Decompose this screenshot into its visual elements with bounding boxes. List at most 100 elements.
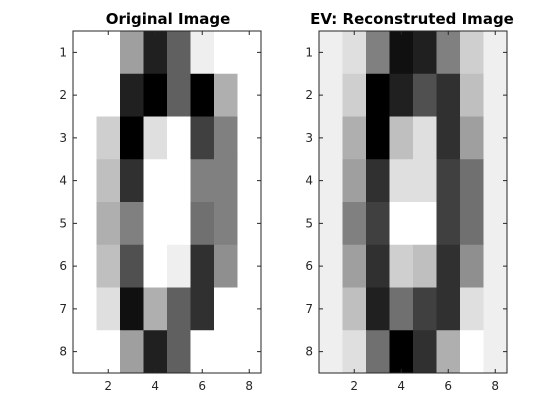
original-pixel-r5-c5 [167,202,191,246]
original-pixel-r5-c1 [73,202,97,246]
reconstructed-pixel-r6-c6 [436,244,461,288]
reconstructed-y-tick-label-7: 7 [305,302,313,316]
original-pixel-r2-c7 [214,73,238,117]
original-pixel-r6-c8 [237,244,262,288]
reconstructed-pixel-r6-c4 [389,244,414,288]
original-pixel-r1-c2 [96,31,121,75]
original-pixel-r1-c3 [120,31,144,75]
reconstructed-y-tick-label-2: 2 [305,88,313,102]
original-pixel-r8-c4 [143,330,168,374]
reconstructed-pixel-r4-c3 [366,159,390,203]
reconstructed-image-panel: EV: Reconstruted Image 2 4 6 8 1 2 3 4 5 6 7 8 [305,10,514,393]
original-pixel-r4-c2 [96,159,121,203]
original-pixel-r4-c1 [73,159,97,203]
original-pixel-r8-c8 [237,330,262,374]
original-pixel-r3-c6 [190,116,215,160]
reconstructed-pixel-r4-c4 [389,159,414,203]
original-x-tick-label-6: 6 [198,379,206,393]
reconstructed-x-tick-label-8: 8 [491,379,499,393]
original-y-tick-label-7: 7 [59,302,67,316]
reconstructed-pixel-r4-c1 [319,159,343,203]
original-pixel-r4-c7 [214,159,238,203]
original-pixel-r1-c7 [214,31,238,75]
reconstructed-pixel-r3-c7 [460,116,484,160]
original-pixel-r8-c3 [120,330,144,374]
reconstructed-pixel-r1-c6 [436,31,461,75]
original-x-tick-label-2: 2 [104,379,112,393]
original-pixel-r3-c2 [96,116,121,160]
reconstructed-pixel-r4-c5 [413,159,437,203]
reconstructed-pixel-r1-c5 [413,31,437,75]
original-pixel-r4-c6 [190,159,215,203]
original-pixel-r3-c5 [167,116,191,160]
reconstructed-pixel-r2-c7 [460,73,484,117]
original-pixel-r5-c7 [214,202,238,246]
reconstructed-pixel-r1-c7 [460,31,484,75]
original-pixel-r8-c7 [214,330,238,374]
original-pixel-r5-c2 [96,202,121,246]
reconstructed-pixel-r3-c8 [483,116,508,160]
reconstructed-pixel-r3-c2 [342,116,367,160]
original-y-tick-label-8: 8 [59,345,67,359]
original-pixel-r4-c5 [167,159,191,203]
original-image-axes-box [72,30,262,374]
reconstructed-pixel-r3-c6 [436,116,461,160]
reconstructed-pixel-r8-c1 [319,330,343,374]
original-image-title: Original Image [106,10,231,28]
reconstructed-y-tick-label-8: 8 [305,345,313,359]
original-pixel-r3-c1 [73,116,97,160]
original-pixel-r4-c8 [237,159,262,203]
original-pixel-r5-c6 [190,202,215,246]
reconstructed-pixel-r1-c1 [319,31,343,75]
original-pixel-r6-c1 [73,244,97,288]
original-pixel-r7-c1 [73,287,97,331]
original-pixel-r7-c6 [190,287,215,331]
reconstructed-pixel-r8-c8 [483,330,508,374]
original-pixel-r7-c3 [120,287,144,331]
reconstructed-y-tick-label-3: 3 [305,131,313,145]
original-pixel-r1-c1 [73,31,97,75]
reconstructed-pixel-r6-c5 [413,244,437,288]
original-pixel-r2-c3 [120,73,144,117]
reconstructed-image-pixels [319,31,508,374]
reconstructed-image-title: EV: Reconstruted Image [310,10,514,28]
original-pixel-r7-c7 [214,287,238,331]
reconstructed-pixel-r3-c3 [366,116,390,160]
reconstructed-pixel-r5-c3 [366,202,390,246]
original-pixel-r7-c8 [237,287,262,331]
original-pixel-r7-c2 [96,287,121,331]
reconstructed-pixel-r7-c8 [483,287,508,331]
reconstructed-x-tick-label-6: 6 [444,379,452,393]
original-pixel-r6-c6 [190,244,215,288]
reconstructed-pixel-r5-c8 [483,202,508,246]
original-x-tick-label-8: 8 [245,379,253,393]
original-y-tick-label-2: 2 [59,88,67,102]
original-y-tick-label-6: 6 [59,259,67,273]
original-pixel-r7-c5 [167,287,191,331]
original-pixel-r2-c4 [143,73,168,117]
original-pixel-r3-c8 [237,116,262,160]
original-pixel-r3-c7 [214,116,238,160]
reconstructed-pixel-r7-c4 [389,287,414,331]
original-pixel-r3-c4 [143,116,168,160]
original-image-pixels [73,31,262,374]
reconstructed-pixel-r3-c4 [389,116,414,160]
original-pixel-r4-c3 [120,159,144,203]
reconstructed-pixel-r8-c7 [460,330,484,374]
original-y-tick-label-5: 5 [59,216,67,230]
original-pixel-r6-c7 [214,244,238,288]
reconstructed-pixel-r5-c2 [342,202,367,246]
original-pixel-r6-c5 [167,244,191,288]
original-pixel-r7-c4 [143,287,168,331]
original-pixel-r8-c1 [73,330,97,374]
original-pixel-r1-c5 [167,31,191,75]
reconstructed-x-tick-label-4: 4 [397,379,405,393]
original-x-tick-label-4: 4 [151,379,159,393]
original-pixel-r5-c8 [237,202,262,246]
reconstructed-pixel-r5-c1 [319,202,343,246]
reconstructed-pixel-r7-c2 [342,287,367,331]
reconstructed-pixel-r2-c6 [436,73,461,117]
reconstructed-pixel-r1-c3 [366,31,390,75]
original-pixel-r1-c4 [143,31,168,75]
original-pixel-r5-c3 [120,202,144,246]
